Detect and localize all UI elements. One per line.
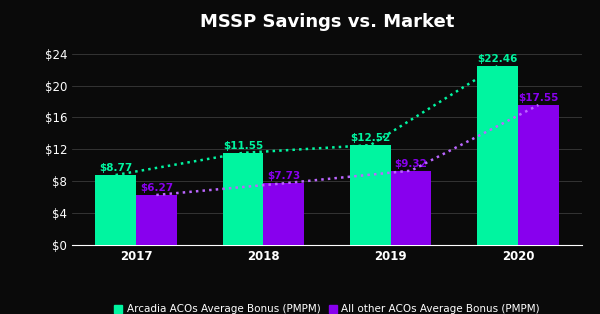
Text: $6.27: $6.27 [140,183,173,193]
Text: $8.77: $8.77 [99,163,132,173]
Bar [263,183,304,245]
Bar [477,66,518,245]
Bar [391,171,431,245]
Text: $22.46: $22.46 [478,54,518,64]
Bar [518,105,559,245]
Bar [223,153,263,245]
Text: $9.32: $9.32 [395,159,428,169]
Bar [350,145,391,245]
Title: MSSP Savings vs. Market: MSSP Savings vs. Market [200,13,454,30]
Text: $11.55: $11.55 [223,141,263,151]
Text: $17.55: $17.55 [518,93,559,103]
Legend: Arcadia ACOs Average Bonus (PMPM), All other ACOs Average Bonus (PMPM): Arcadia ACOs Average Bonus (PMPM), All o… [110,300,544,314]
Bar [136,195,177,245]
Text: $12.52: $12.52 [350,133,391,143]
Text: $7.73: $7.73 [267,171,301,181]
Bar [95,175,136,245]
